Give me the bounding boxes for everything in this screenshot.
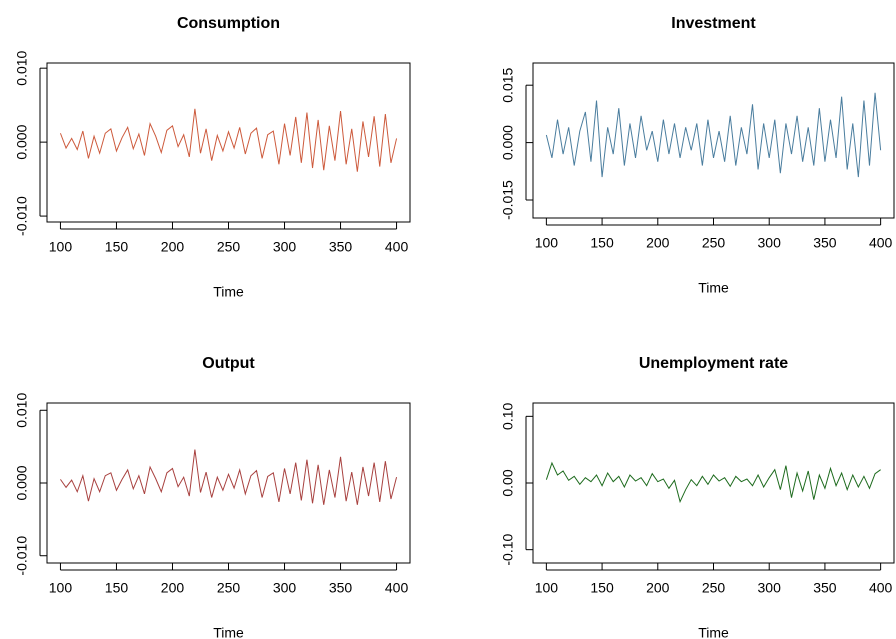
x-tick-label: 400 bbox=[869, 235, 893, 251]
x-tick-label: 100 bbox=[49, 580, 73, 596]
x-tick-label: 400 bbox=[385, 239, 409, 255]
x-tick-label: 350 bbox=[329, 239, 353, 255]
x-tick-label: 200 bbox=[161, 239, 185, 255]
x-tick-label: 250 bbox=[702, 580, 726, 596]
panel: Unemployment rate Time 100 150 200 250 300 350 4… bbox=[500, 355, 895, 639]
x-axis-label: Time bbox=[698, 280, 729, 296]
series-line bbox=[545, 92, 882, 178]
y-tick-label: 0.10 bbox=[500, 402, 516, 429]
y-tick-label: 0.00 bbox=[500, 469, 516, 496]
x-tick-label: 150 bbox=[590, 580, 614, 596]
y-tick-label: -0.010 bbox=[14, 536, 30, 576]
x-tick-label: 300 bbox=[758, 580, 782, 596]
x-tick-label: 250 bbox=[702, 235, 726, 251]
y-tick-label: 0.015 bbox=[500, 67, 516, 102]
x-tick-label: 300 bbox=[758, 235, 782, 251]
y-tick-label: -0.10 bbox=[500, 534, 516, 566]
y-tick-label: 0.010 bbox=[14, 393, 30, 428]
chart-title: Output bbox=[202, 355, 255, 372]
panel: Consumption Time 100 150 200 250 300 350 400 -0.0… bbox=[14, 15, 411, 300]
series-line bbox=[545, 461, 881, 504]
x-tick-label: 150 bbox=[105, 239, 129, 255]
y-tick-label: -0.010 bbox=[14, 196, 30, 236]
series-line bbox=[60, 449, 398, 505]
x-axis-label: Time bbox=[698, 625, 729, 639]
y-tick-label: -0.015 bbox=[500, 180, 516, 220]
series-line bbox=[59, 108, 398, 172]
x-axis-label: Time bbox=[213, 625, 244, 639]
x-tick-label: 100 bbox=[49, 239, 73, 255]
x-tick-label: 300 bbox=[273, 580, 297, 596]
x-tick-label: 100 bbox=[535, 235, 559, 251]
x-tick-label: 200 bbox=[646, 235, 670, 251]
panel: Output Time 100 150 200 250 300 350 400 -0.010 0.0… bbox=[14, 355, 411, 639]
x-tick-label: 350 bbox=[329, 580, 353, 596]
y-tick-label: 0.000 bbox=[14, 124, 30, 159]
plot-frame bbox=[532, 402, 895, 564]
x-tick-label: 400 bbox=[869, 580, 893, 596]
x-tick-label: 100 bbox=[535, 580, 559, 596]
x-tick-label: 200 bbox=[646, 580, 670, 596]
x-tick-label: 200 bbox=[161, 580, 185, 596]
x-tick-label: 250 bbox=[217, 580, 241, 596]
y-tick-label: 0.010 bbox=[14, 50, 30, 85]
chart-title: Unemployment rate bbox=[639, 355, 788, 372]
x-tick-label: 400 bbox=[385, 580, 409, 596]
plot-frame bbox=[532, 62, 895, 219]
y-tick-label: 0.000 bbox=[14, 465, 30, 500]
panel: Investment Time 100 150 200 250 300 350 400 -0.01… bbox=[500, 15, 895, 296]
x-tick-label: 350 bbox=[813, 235, 837, 251]
x-tick-label: 300 bbox=[273, 239, 297, 255]
x-tick-label: 150 bbox=[105, 580, 129, 596]
x-axis-label: Time bbox=[213, 284, 244, 300]
x-tick-label: 350 bbox=[813, 580, 837, 596]
chart-title: Investment bbox=[671, 15, 756, 32]
plot-frame bbox=[46, 62, 411, 223]
plot-frame bbox=[46, 402, 411, 564]
y-tick-label: 0.000 bbox=[500, 125, 516, 160]
chart-title: Consumption bbox=[177, 15, 280, 32]
x-tick-label: 250 bbox=[217, 239, 241, 255]
x-tick-label: 150 bbox=[590, 235, 614, 251]
